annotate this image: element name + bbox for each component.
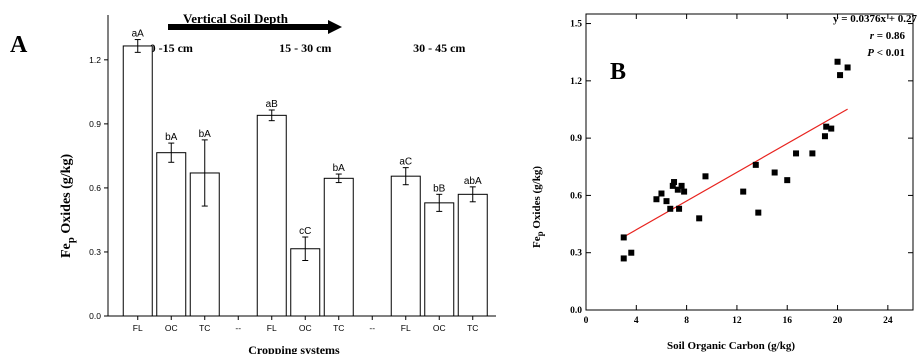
x-tick-label: OC — [165, 323, 178, 333]
data-point — [669, 182, 676, 189]
data-point — [828, 125, 835, 132]
data-point — [676, 205, 683, 212]
x-tick-label: 16 — [782, 316, 792, 326]
bar — [323, 177, 354, 317]
x-tick-label: -- — [235, 323, 241, 333]
data-point — [752, 161, 759, 168]
data-point — [658, 190, 665, 197]
y-tick-label: 1.2 — [570, 77, 582, 87]
x-tick-label: TC — [199, 323, 210, 333]
significance-letter: bB — [433, 183, 446, 194]
significance-letter: aB — [266, 99, 279, 110]
data-point — [663, 198, 670, 205]
y-tick-label: 0.6 — [89, 183, 101, 193]
bar — [122, 45, 153, 317]
depth-label: 0 -15 cm — [150, 41, 193, 55]
x-tick-label: FL — [133, 323, 143, 333]
x-tick-label: 20 — [833, 316, 843, 326]
panel-a: A Vertical Soil Depth Cropping systems F… — [10, 11, 496, 354]
panel-a-label: A — [10, 32, 28, 58]
significance-letter: bA — [333, 163, 346, 174]
bar — [457, 193, 488, 317]
significance-letter: bA — [165, 132, 178, 143]
data-point — [620, 234, 627, 241]
data-point — [678, 182, 685, 189]
panel-b-y-axis-title: Fep Oxides (g/kg) — [531, 166, 545, 248]
panel-b: B y = 0.0376x + 0.27 r = 0.86 P < 0.01 S… — [531, 13, 917, 352]
x-tick-label: FL — [267, 323, 277, 333]
y-tick-label: 0.9 — [89, 119, 101, 129]
panel-b-label: B — [610, 59, 626, 85]
significance-letter: aC — [399, 157, 412, 168]
y-tick-label: 1.2 — [89, 55, 101, 65]
bar — [256, 114, 287, 317]
depth-arrow — [168, 20, 342, 34]
x-tick-label: OC — [433, 323, 446, 333]
x-tick-label: TC — [333, 323, 344, 333]
bar — [156, 152, 187, 317]
data-point — [771, 169, 778, 176]
panel-a-y-axis-title: Fep Oxides (g/kg) — [59, 154, 77, 258]
data-point — [823, 123, 830, 130]
y-tick-label: 0.3 — [570, 249, 582, 259]
bars: aA bA bA aB cC bA aC bB abA — [122, 29, 488, 317]
panel-b-plot-frame — [585, 13, 914, 311]
data-point — [809, 150, 816, 157]
x-tick-label: TC — [467, 323, 478, 333]
y-tick-label: 0.3 — [89, 247, 101, 257]
depth-header: Vertical Soil Depth — [183, 11, 289, 26]
y-tick-label: 0.6 — [570, 191, 582, 201]
bar — [424, 202, 455, 317]
regression-line — [623, 108, 848, 238]
data-point — [667, 205, 674, 212]
y-tick-label: 0.0 — [570, 306, 582, 316]
data-point — [653, 196, 660, 203]
data-point — [784, 177, 791, 184]
x-tick-label: 8 — [684, 316, 689, 326]
x-tick-label: 24 — [883, 316, 893, 326]
scatter-points — [620, 58, 851, 262]
data-point — [620, 255, 627, 262]
data-point — [821, 133, 828, 140]
significance-letter: cC — [299, 226, 311, 237]
data-point — [834, 58, 841, 65]
y-tick-label: 0.0 — [89, 311, 101, 321]
x-tick-label: FL — [401, 323, 411, 333]
panel-b-x-ticks: 0 4 8 12 16 20 24 — [584, 14, 893, 326]
data-point — [702, 173, 709, 180]
p-value: P < 0.01 — [867, 47, 905, 59]
panel-a-x-axis-title: Cropping systems — [248, 343, 340, 354]
data-point — [740, 188, 747, 195]
significance-letter: aA — [132, 29, 145, 40]
data-point — [674, 186, 681, 193]
y-tick-label: 1.5 — [570, 20, 582, 30]
y-tick-label: 0.9 — [570, 134, 582, 144]
bar — [390, 175, 421, 317]
depth-labels: 0 -15 cm 15 - 30 cm 30 - 45 cm — [150, 41, 466, 55]
x-tick-label: 12 — [732, 316, 742, 326]
x-tick-label: 4 — [634, 316, 639, 326]
data-point — [681, 188, 688, 195]
regression-equation: y = 0.0376x + 0.27 — [833, 13, 918, 25]
significance-letter: abA — [464, 176, 482, 187]
depth-label: 15 - 30 cm — [279, 41, 331, 55]
data-point — [628, 249, 635, 256]
x-tick-label: -- — [369, 323, 375, 333]
panel-b-y-ticks: 0.0 0.3 0.6 0.9 1.2 1.5 — [570, 20, 913, 316]
panel-a-x-ticks: FL OC TC -- FL OC TC -- FL OC TC — [133, 316, 478, 333]
data-point — [755, 209, 762, 216]
data-point — [671, 179, 678, 186]
x-tick-label: OC — [299, 323, 312, 333]
significance-letter: bA — [199, 129, 212, 140]
data-point — [837, 72, 844, 79]
panel-a-y-ticks: 0.0 0.3 0.6 0.9 1.2 — [89, 55, 108, 321]
panel-b-x-axis-title: Soil Organic Carbon (g/kg) — [667, 340, 795, 352]
data-point — [696, 215, 703, 222]
data-point — [793, 150, 800, 157]
data-point — [844, 64, 851, 71]
depth-label: 30 - 45 cm — [413, 41, 465, 55]
x-tick-label: 0 — [584, 316, 589, 326]
correlation-coefficient: r = 0.86 — [870, 30, 906, 42]
